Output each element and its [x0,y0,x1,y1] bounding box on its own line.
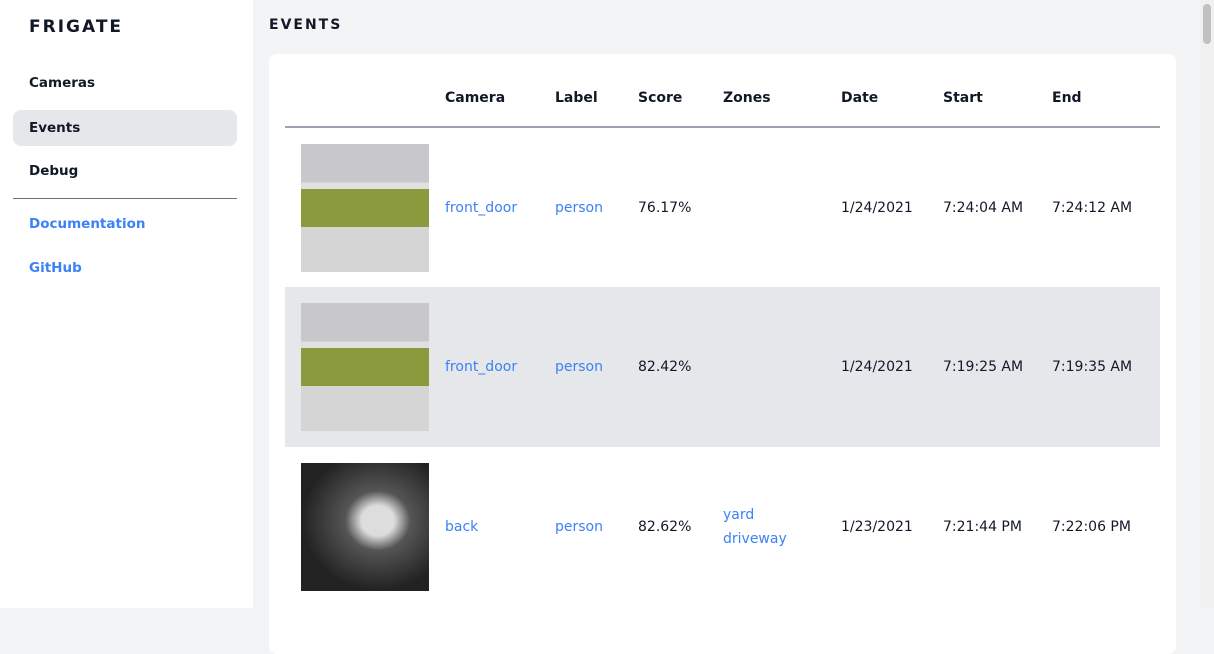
table-row[interactable]: front_door person 82.42% 1/24/2021 7:19:… [285,287,1160,447]
event-thumbnail[interactable] [301,143,429,272]
col-zones: Zones [723,54,841,128]
events-card: Camera Label Score Zones Date Start End … [269,54,1176,654]
end-time: 7:24:12 AM [1052,199,1133,216]
date: 1/24/2021 [841,287,943,447]
start-time: 7:19:25 AM [943,287,1052,447]
camera-link[interactable]: front_door [445,199,518,216]
zone-link[interactable]: driveway [723,531,787,547]
date: 1/24/2021 [841,199,913,216]
col-score: Score [638,54,723,128]
col-start: Start [943,54,1052,128]
score: 76.17% [638,199,692,216]
link-github[interactable]: GitHub [29,260,82,276]
score: 82.42% [638,287,723,447]
divider [13,198,237,199]
sidebar: FRIGATE Cameras Events Debug Documentati… [0,0,253,608]
zone-link[interactable]: yard [723,507,755,523]
camera-link[interactable]: front_door [445,359,518,375]
sidebar-item-debug[interactable]: Debug [29,163,79,179]
sidebar-item-cameras[interactable]: Cameras [29,75,96,91]
zones [723,287,841,447]
event-thumbnail[interactable] [301,303,429,431]
zones: yard driveway [723,447,841,607]
label-link[interactable]: person [555,359,603,375]
score: 82.62% [638,519,692,535]
col-end: End [1052,54,1160,128]
scrollbar-thumb[interactable] [1203,4,1211,44]
start-time: 7:24:04 AM [943,199,1024,216]
label-link[interactable]: person [555,199,603,216]
end-time: 7:22:06 PM [1052,519,1131,535]
brand-logo: FRIGATE [29,17,124,37]
date: 1/23/2021 [841,519,913,535]
zones [723,127,841,287]
label-link[interactable]: person [555,519,603,535]
col-date: Date [841,54,943,128]
table-row[interactable]: back person 82.62% yard driveway 1/23/20… [285,447,1160,607]
start-time: 7:21:44 PM [943,519,1022,535]
page-title: EVENTS [269,17,343,33]
event-thumbnail[interactable] [301,463,429,591]
scrollbar[interactable] [1200,0,1214,608]
link-documentation[interactable]: Documentation [29,216,146,232]
col-thumbnail [285,54,445,128]
table-row[interactable]: front_door person 76.17% 1/24/2021 7:24:… [285,127,1160,287]
camera-link[interactable]: back [445,519,479,535]
events-table: Camera Label Score Zones Date Start End … [285,54,1160,607]
col-label: Label [555,54,638,128]
end-time: 7:19:35 AM [1052,287,1160,447]
sidebar-item-events[interactable]: Events [13,110,237,146]
col-camera: Camera [445,54,555,128]
